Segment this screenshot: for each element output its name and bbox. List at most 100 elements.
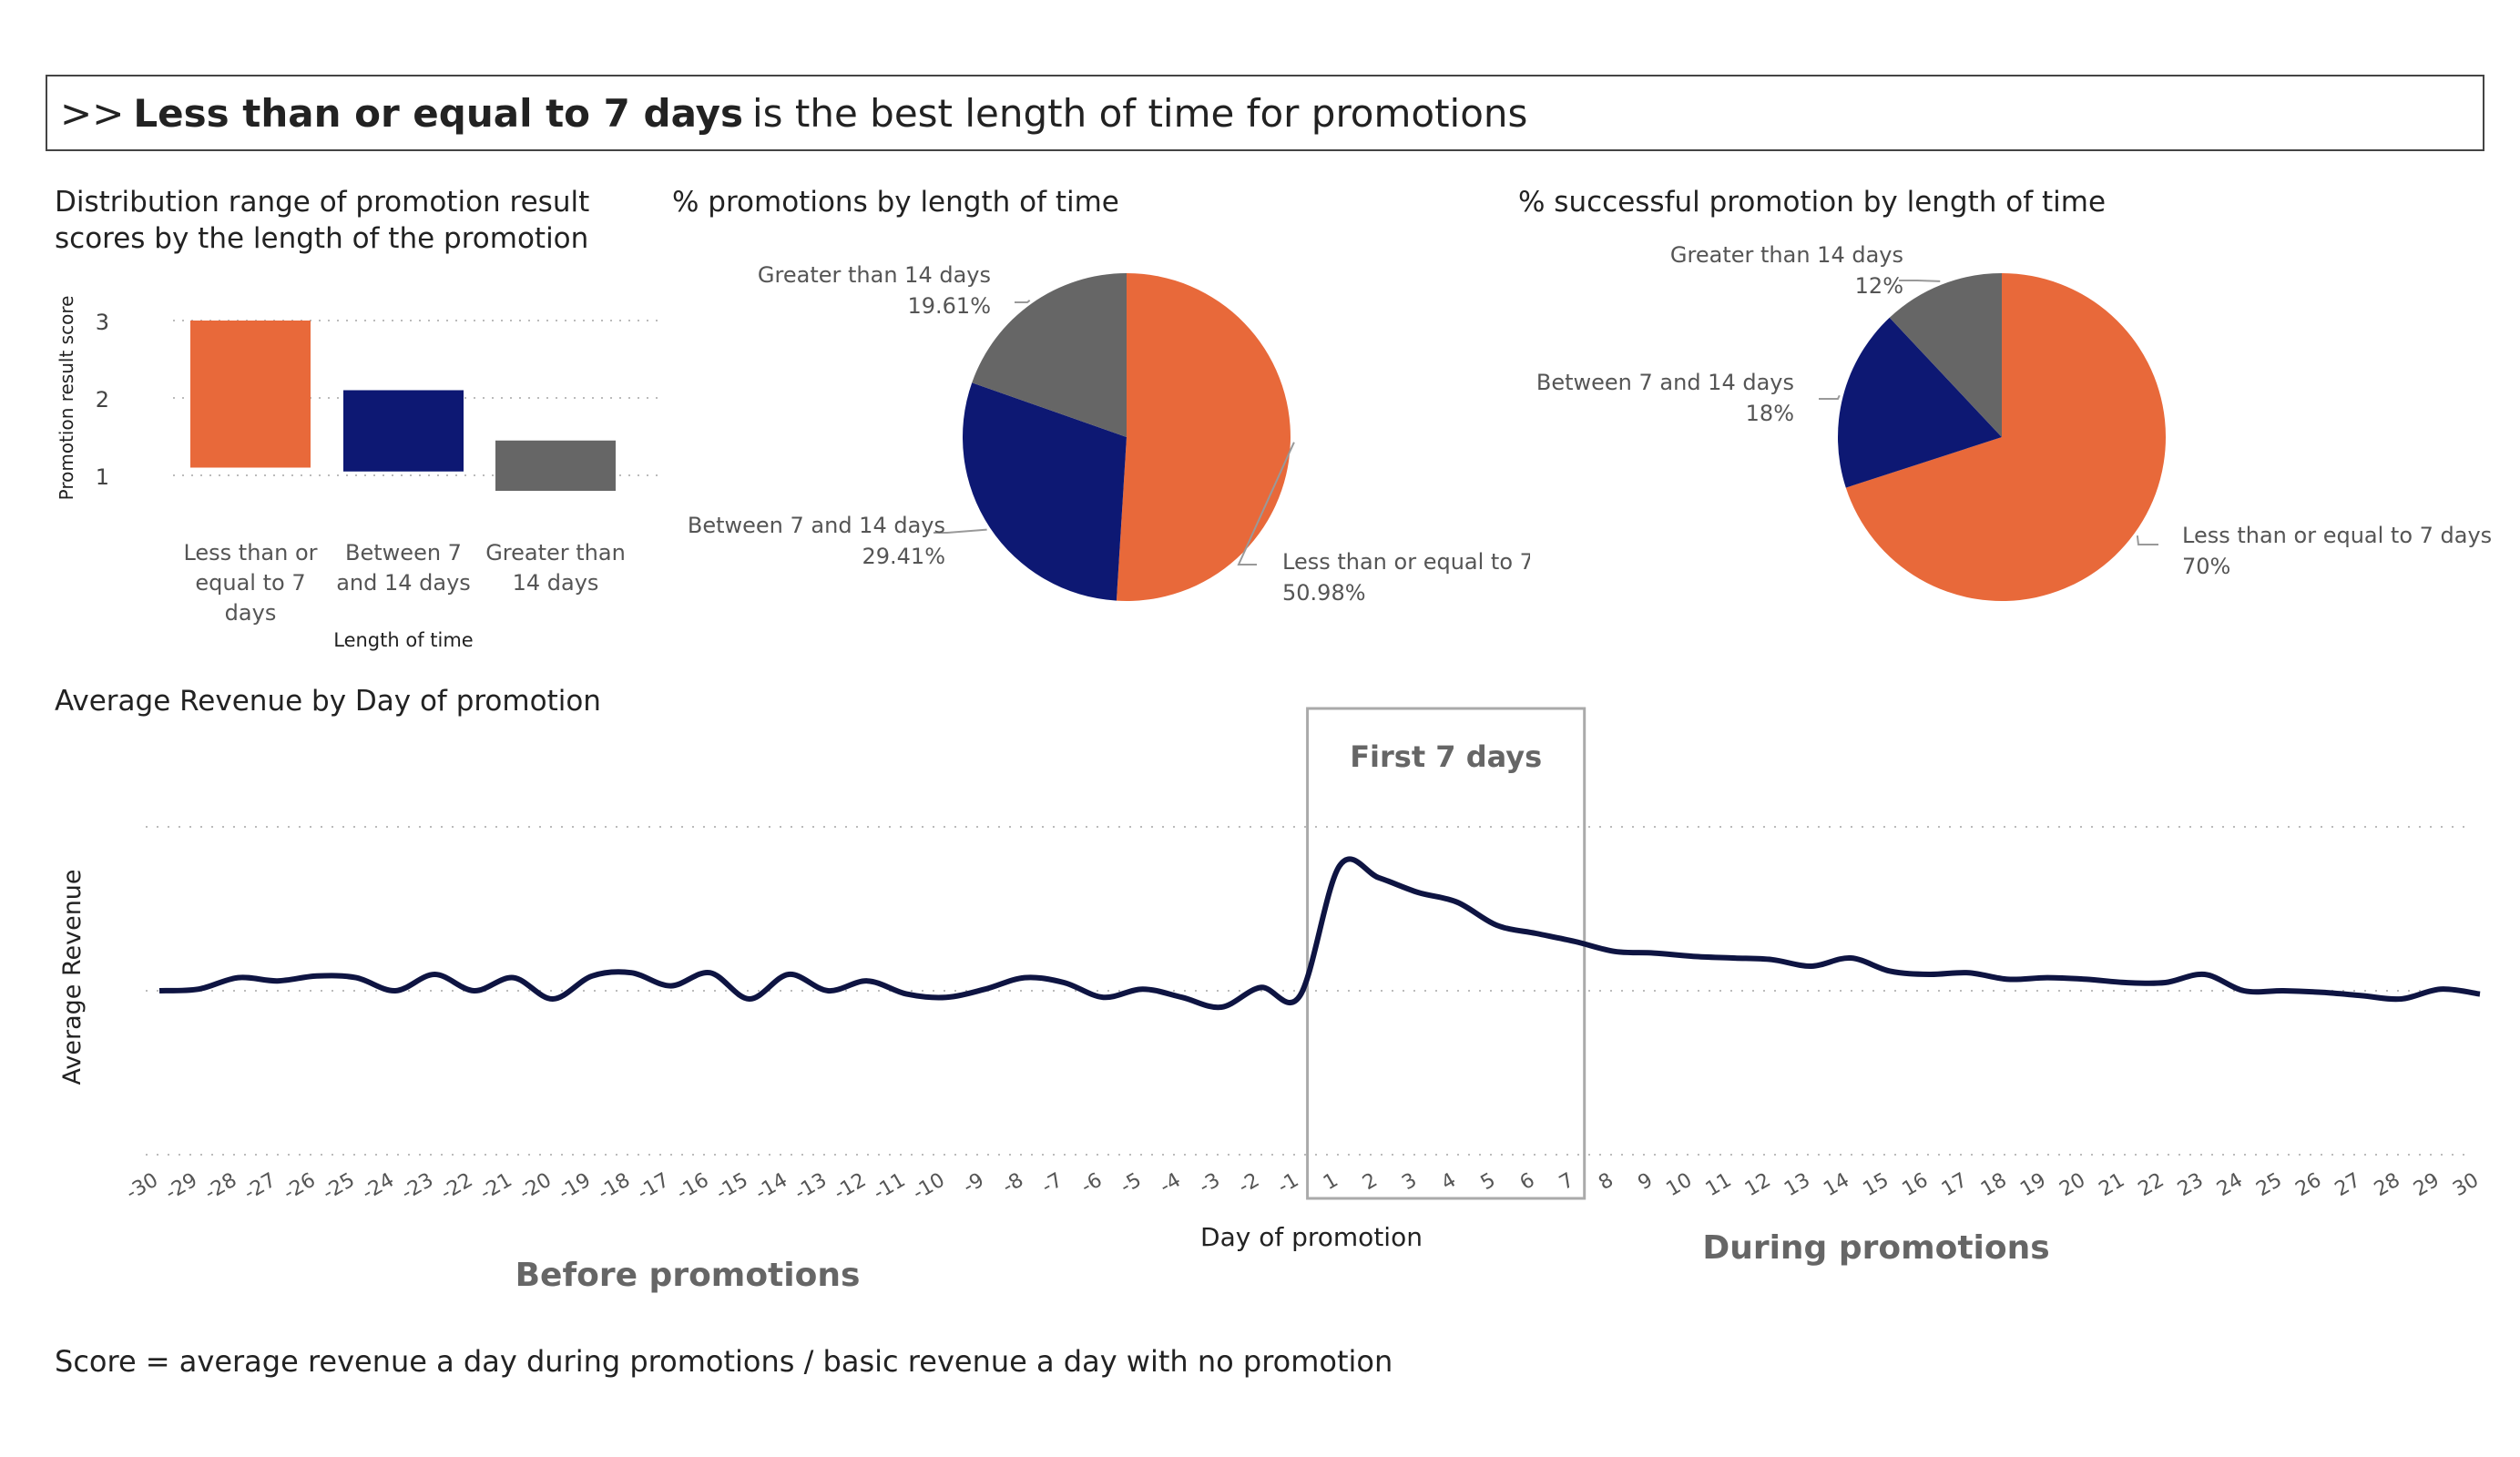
headline-banner: >> Less than or equal to 7 days is the b… xyxy=(46,75,2484,151)
line-xtick-label: -16 xyxy=(673,1169,713,1206)
line-chart-title: Average Revenue by Day of promotion xyxy=(55,685,601,718)
bar-category-label: Greater than xyxy=(485,540,626,565)
line-y-axis-label: Average Revenue xyxy=(58,869,87,1085)
before-promotions-label: Before promotions xyxy=(515,1257,861,1293)
bar-ytick-label: 1 xyxy=(96,464,109,490)
pie-leader-line xyxy=(934,528,987,534)
line-xtick-label: -20 xyxy=(515,1169,556,1206)
line-xtick-label: -4 xyxy=(1156,1169,1184,1199)
line-xtick-label: -7 xyxy=(1038,1169,1066,1199)
line-chart: First 7 days-30 -29 -28 -27 -26 -25 -24 -23 -22-… xyxy=(58,707,2483,1293)
line-xtick-label: -23 xyxy=(398,1169,438,1206)
line-xtick-label: -10 xyxy=(909,1169,949,1206)
pie-slice-3 xyxy=(972,273,1127,437)
first-7-days-box xyxy=(1306,707,1586,1200)
pie-slice-label: Between 7 and 14 days xyxy=(1536,370,1794,395)
line-xtick-label: -30 xyxy=(122,1169,162,1206)
pie-slice-value: 12% xyxy=(1855,273,1903,299)
line-xtick-label: 17 xyxy=(1938,1169,1972,1202)
pie-slice-2 xyxy=(1838,317,2002,488)
pie-leader-line xyxy=(1819,394,1841,400)
bar-range-1 xyxy=(190,321,311,468)
revenue-line xyxy=(158,856,2481,1011)
line-xtick-label: 21 xyxy=(2096,1169,2129,1202)
line-x-axis-label: Day of promotion xyxy=(1200,1222,1423,1252)
pie-leader-line xyxy=(1899,280,1941,282)
pie2-title: % successful promotion by length of time xyxy=(1518,186,2107,219)
line-xtick-label: -1 xyxy=(1274,1169,1302,1199)
line-xtick-label: 7 xyxy=(1556,1169,1578,1196)
bar-category-label: Between 7 xyxy=(345,540,462,565)
bar-category-label: equal to 7 xyxy=(195,570,305,596)
line-xtick-label: 30 xyxy=(2449,1169,2483,1202)
line-xtick-label: 8 xyxy=(1595,1169,1617,1196)
headline-prefix: >> xyxy=(60,90,125,136)
pie-slice-label: Less than or equal to 7 xyxy=(1282,549,1530,575)
line-xtick-label: 12 xyxy=(1741,1169,1775,1202)
line-xtick-label: -29 xyxy=(162,1169,202,1206)
line-xtick-label: -3 xyxy=(1196,1169,1224,1199)
line-xtick-label: -21 xyxy=(476,1169,516,1206)
line-xtick-label: -5 xyxy=(1117,1169,1145,1199)
line-xtick-label: 23 xyxy=(2174,1169,2208,1202)
line-xtick-label: 13 xyxy=(1780,1169,1814,1202)
pie-slice-value: 70% xyxy=(2182,554,2230,579)
line-xtick-label: -24 xyxy=(358,1169,398,1206)
bar-category-label: Less than or xyxy=(183,540,317,565)
line-xtick-label: -8 xyxy=(999,1169,1027,1199)
bar-category-label: and 14 days xyxy=(336,570,471,596)
pie-chart-promotions: Less than or equal to 7 50.98% Between 7 a… xyxy=(688,262,1530,606)
line-xtick-label: 3 xyxy=(1398,1169,1421,1196)
line-xtick-label: 1 xyxy=(1320,1169,1342,1196)
pie-leader-line xyxy=(1237,442,1295,565)
pie-leader-line xyxy=(1015,300,1031,303)
pie-slice-value: 29.41% xyxy=(862,544,945,569)
pie-slice-3 xyxy=(1889,273,2002,437)
line-xtick-label: 24 xyxy=(2213,1169,2247,1202)
pie-slice-label: Less than or equal to 7 days xyxy=(2182,523,2492,548)
line-xtick-label: -11 xyxy=(870,1169,910,1206)
line-xtick-label: -2 xyxy=(1235,1169,1263,1199)
line-xtick-label: -14 xyxy=(751,1169,791,1206)
bar-chart-title-line-1: Distribution range of promotion result xyxy=(55,186,590,219)
score-footnote: Score = average revenue a day during pro… xyxy=(55,1344,1393,1379)
bar-category-label: 14 days xyxy=(513,570,599,596)
bar-chart-title: Distribution range of promotion result s… xyxy=(55,184,589,257)
pie-slice-1 xyxy=(1845,273,2166,601)
line-xtick-label: -25 xyxy=(319,1169,359,1206)
line-xtick-label: 18 xyxy=(1977,1169,2011,1202)
line-xtick-label: -6 xyxy=(1077,1169,1106,1199)
line-xtick-label: -12 xyxy=(831,1169,871,1206)
line-xtick-label: -15 xyxy=(712,1169,752,1206)
line-xtick-label: 29 xyxy=(2410,1169,2443,1202)
pie-slice-1 xyxy=(1116,273,1291,601)
line-xtick-label: 15 xyxy=(1859,1169,1893,1202)
pie-leader-line xyxy=(2136,535,2158,545)
headline-rest: is the best length of time for promotion… xyxy=(752,90,1528,136)
line-xtick-label: 22 xyxy=(2135,1169,2168,1202)
line-xtick-label: -26 xyxy=(280,1169,320,1206)
bar-ytick-label: 3 xyxy=(96,310,109,335)
line-xtick-label: 26 xyxy=(2292,1169,2326,1202)
line-xtick-label: 4 xyxy=(1438,1169,1461,1196)
line-xtick-label: 11 xyxy=(1702,1169,1736,1202)
pie-slice-label: Between 7 and 14 days xyxy=(688,513,945,538)
bar-category-label: days xyxy=(225,600,277,626)
line-xtick-label: -13 xyxy=(791,1169,831,1206)
line-xtick-label: 6 xyxy=(1516,1169,1539,1196)
pie-chart-successful: Less than or equal to 7 days 70% Between 7… xyxy=(1536,242,2492,601)
line-xtick-label: -18 xyxy=(595,1169,635,1206)
line-xtick-label: -22 xyxy=(437,1169,477,1206)
bar-ytick-label: 2 xyxy=(96,387,109,413)
pie-slice-value: 50.98% xyxy=(1282,580,1366,606)
pie-slice-value: 18% xyxy=(1746,401,1794,426)
bar-y-axis-label: Promotion result score xyxy=(56,296,77,501)
line-xtick-label: -9 xyxy=(959,1169,987,1199)
line-xtick-label: 2 xyxy=(1359,1169,1382,1196)
pie-slice-label: Greater than 14 days xyxy=(1670,242,1903,268)
line-xtick-label: 14 xyxy=(1820,1169,1853,1202)
line-xtick-label: -27 xyxy=(240,1169,281,1206)
line-xtick-label: 27 xyxy=(2331,1169,2365,1202)
line-xtick-label: 9 xyxy=(1634,1169,1657,1196)
first-7-days-label: First 7 days xyxy=(1350,739,1542,774)
